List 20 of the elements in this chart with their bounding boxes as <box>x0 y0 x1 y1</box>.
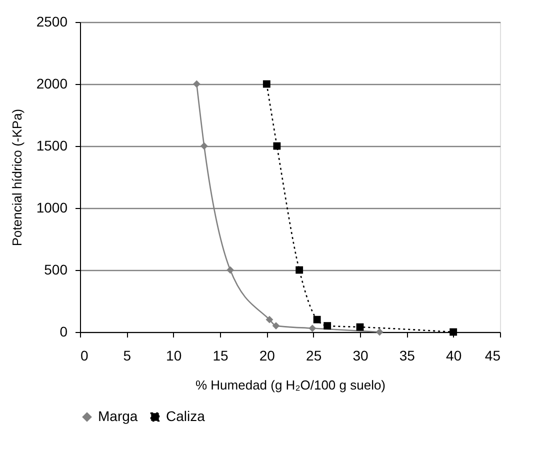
y-tick-label: 1000 <box>36 200 68 216</box>
x-tick-label: 15 <box>212 348 228 364</box>
x-tick-label: 20 <box>259 348 276 364</box>
legend-label: Caliza <box>166 408 206 424</box>
x-tick-label: 0 <box>80 348 88 364</box>
x-tick-label: 35 <box>399 348 416 364</box>
x-tick-label: 10 <box>166 348 182 364</box>
legend-label: Marga <box>98 408 138 424</box>
x-tick-label: 30 <box>352 348 368 364</box>
x-axis-title: % Humedad (g H₂O/100 g suelo) <box>195 378 386 392</box>
y-tick-label: 2000 <box>36 76 68 92</box>
y-tick-label: 1500 <box>36 138 68 154</box>
x-tick-label: 25 <box>306 348 322 364</box>
x-tick-label: 5 <box>123 348 132 364</box>
y-tick-label: 2500 <box>36 14 68 30</box>
x-tick-label: 40 <box>446 348 462 364</box>
y-axis-title: Potencial hídrico (-KPa) <box>9 108 24 246</box>
y-tick-label: 500 <box>44 262 68 278</box>
y-tick-label: 0 <box>60 324 68 340</box>
x-tick-label: 45 <box>484 348 501 364</box>
